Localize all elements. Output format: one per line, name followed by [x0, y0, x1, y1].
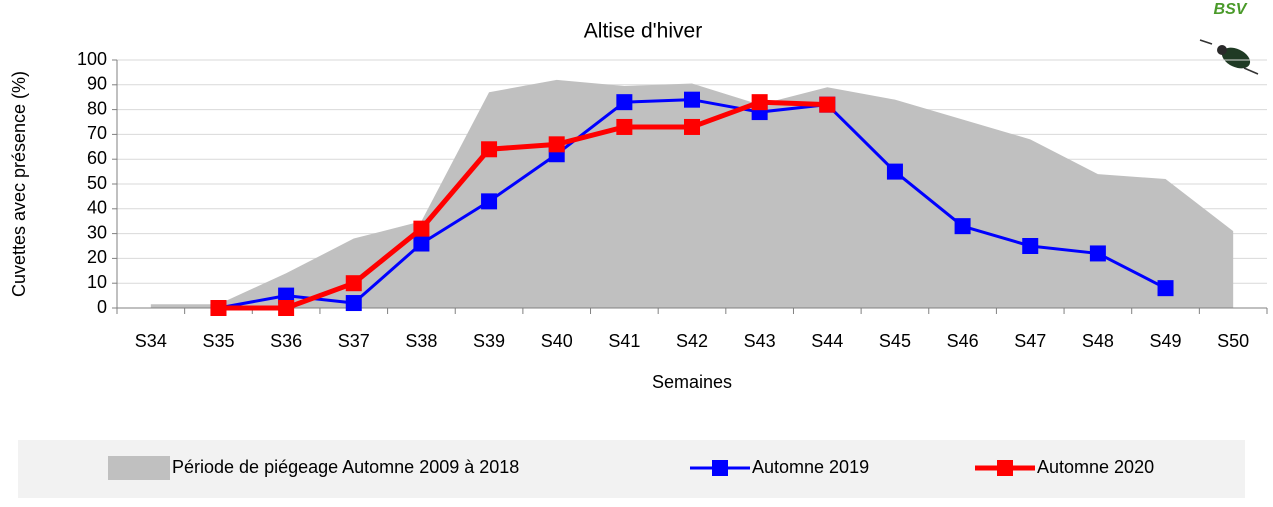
marker — [887, 164, 903, 180]
marker — [616, 119, 632, 135]
x-tick-label: S40 — [541, 331, 573, 351]
legend-marker — [712, 460, 728, 476]
y-tick-label: 90 — [87, 74, 107, 94]
marker — [1158, 280, 1174, 296]
marker — [819, 97, 835, 113]
x-tick-label: S35 — [202, 331, 234, 351]
legend-label: Automne 2019 — [752, 457, 869, 477]
x-tick-label: S42 — [676, 331, 708, 351]
y-tick-label: 50 — [87, 173, 107, 193]
marker — [346, 295, 362, 311]
chart-title: Altise d'hiver — [584, 20, 702, 43]
x-tick-label: S50 — [1217, 331, 1249, 351]
x-tick-label: S48 — [1082, 331, 1114, 351]
marker — [684, 119, 700, 135]
x-axis-label: Semaines — [652, 372, 732, 392]
marker — [481, 141, 497, 157]
x-tick-label: S49 — [1150, 331, 1182, 351]
marker — [955, 218, 971, 234]
x-tick-label: S47 — [1014, 331, 1046, 351]
x-tick-label: S36 — [270, 331, 302, 351]
y-tick-label: 70 — [87, 123, 107, 143]
marker — [413, 236, 429, 252]
marker — [1022, 238, 1038, 254]
y-tick-label: 60 — [87, 148, 107, 168]
legend-label: Automne 2020 — [1037, 457, 1154, 477]
x-tick-label: S37 — [338, 331, 370, 351]
x-tick-label: S38 — [405, 331, 437, 351]
y-tick-label: 80 — [87, 98, 107, 118]
y-tick-label: 10 — [87, 272, 107, 292]
x-tick-label: S44 — [811, 331, 843, 351]
x-tick-label: S43 — [744, 331, 776, 351]
logo: BSV — [1214, 1, 1248, 18]
beetle-icon — [1200, 40, 1258, 74]
marker — [413, 221, 429, 237]
chart: Altise d'hiver BSV Cuvettes avec présenc… — [0, 0, 1273, 502]
x-tick-label: S41 — [608, 331, 640, 351]
marker — [278, 300, 294, 316]
legend-label: Période de piégeage Automne 2009 à 2018 — [172, 457, 519, 477]
legend-swatch — [108, 456, 170, 480]
x-tick-label: S46 — [947, 331, 979, 351]
marker — [752, 94, 768, 110]
y-tick-label: 0 — [97, 297, 107, 317]
y-tick-label: 100 — [77, 49, 107, 69]
marker — [684, 92, 700, 108]
y-tick-label: 40 — [87, 198, 107, 218]
marker — [346, 275, 362, 291]
marker — [616, 94, 632, 110]
legend-marker — [997, 460, 1013, 476]
marker — [481, 193, 497, 209]
x-tick-label: S34 — [135, 331, 167, 351]
y-tick-label: 30 — [87, 222, 107, 242]
y-axis-label: Cuvettes avec présence (%) — [9, 71, 29, 297]
marker — [549, 136, 565, 152]
x-tick-label: S45 — [879, 331, 911, 351]
x-tick-label: S39 — [473, 331, 505, 351]
area — [151, 80, 1233, 308]
marker — [1090, 245, 1106, 261]
y-tick-label: 20 — [87, 247, 107, 267]
marker — [210, 300, 226, 316]
